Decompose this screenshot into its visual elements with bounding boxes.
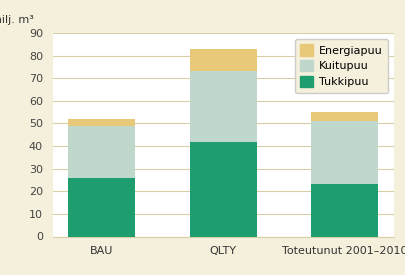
Bar xyxy=(68,126,135,178)
Bar xyxy=(311,112,377,121)
Legend: Energiapuu, Kuitupuu, Tukkipuu: Energiapuu, Kuitupuu, Tukkipuu xyxy=(294,39,387,93)
Text: milj. m³: milj. m³ xyxy=(0,15,34,25)
Bar xyxy=(311,121,377,185)
Bar xyxy=(68,178,135,236)
Bar xyxy=(311,185,377,236)
Bar xyxy=(190,142,256,236)
Bar xyxy=(68,119,135,126)
Bar xyxy=(190,72,256,142)
Bar xyxy=(190,49,256,72)
